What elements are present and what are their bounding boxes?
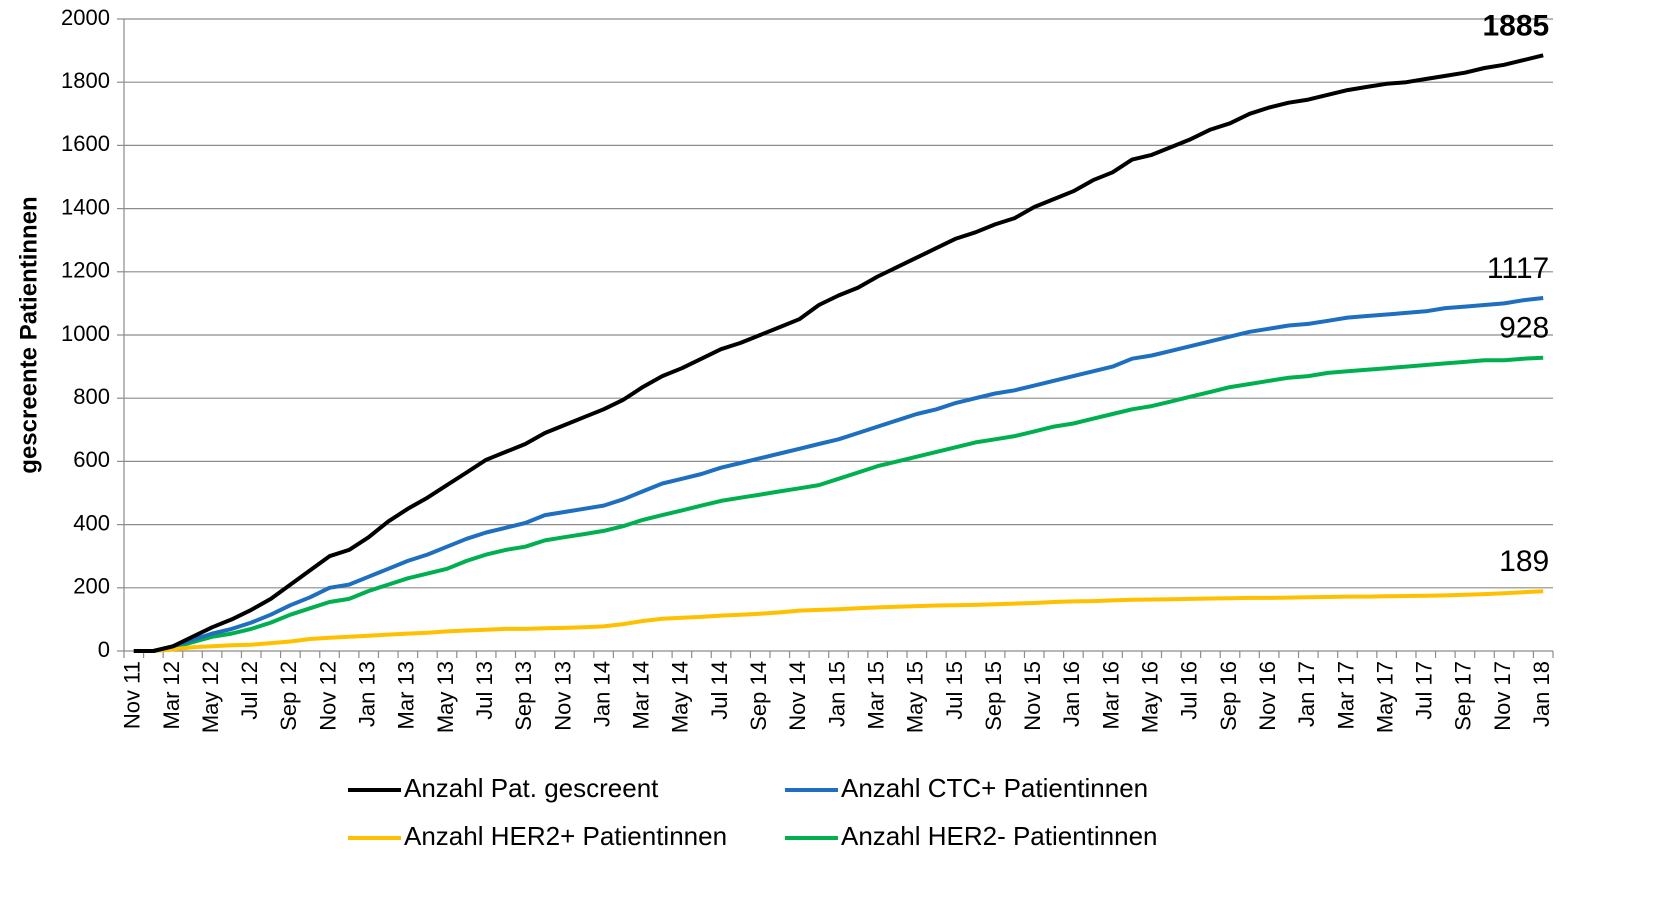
y-tick-label: 600 <box>73 447 110 472</box>
x-tick-label: Nov 17 <box>1490 661 1515 731</box>
y-tick-label: 1400 <box>61 194 110 219</box>
x-tick-label: Sep 15 <box>981 661 1006 731</box>
x-tick-label: Nov 15 <box>1020 661 1045 731</box>
end-label: 189 <box>1499 545 1549 578</box>
x-tick-label: Sep 13 <box>511 661 536 731</box>
x-tick-label: Mar 12 <box>159 661 184 729</box>
y-tick-label: 200 <box>73 574 110 599</box>
legend-label: Anzahl HER2+ Patientinnen <box>404 821 727 851</box>
x-tick-label: Jul 15 <box>942 661 967 720</box>
x-tick-label: Nov 13 <box>550 661 575 731</box>
series-line <box>133 296 1544 653</box>
x-tick-label: Mar 16 <box>1098 661 1123 729</box>
x-tick-label: Mar 13 <box>394 661 419 729</box>
x-tick-label: Sep 17 <box>1451 661 1476 731</box>
y-tick-label: 0 <box>98 637 110 662</box>
legend-label: Anzahl CTC+ Patientinnen <box>841 773 1148 803</box>
y-tick-label: 400 <box>73 510 110 535</box>
y-tick-label: 800 <box>73 384 110 409</box>
y-tick-label: 1000 <box>61 321 110 346</box>
x-tick-label: May 12 <box>198 661 223 733</box>
x-tick-label: Jan 13 <box>355 661 380 727</box>
x-tick-label: May 14 <box>668 661 693 733</box>
x-tick-label: Jan 16 <box>1059 661 1084 727</box>
series-line <box>133 355 1544 653</box>
x-tick-label: Nov 14 <box>785 661 810 731</box>
x-tick-label: Jul 12 <box>237 661 262 720</box>
y-tick-label: 1800 <box>61 68 110 93</box>
y-tick-label: 1200 <box>61 258 110 283</box>
x-tick-label: Sep 16 <box>1216 661 1241 731</box>
x-tick-label: Jul 17 <box>1412 661 1437 720</box>
legend-label: Anzahl HER2- Patientinnen <box>841 821 1158 851</box>
legend-label: Anzahl Pat. gescreent <box>404 773 659 803</box>
x-tick-label: Mar 14 <box>629 661 654 729</box>
x-tick-label: Jul 16 <box>1177 661 1202 720</box>
series-line <box>133 53 1544 653</box>
x-tick-label: Mar 17 <box>1333 661 1358 729</box>
x-tick-label: May 15 <box>903 661 928 733</box>
x-tick-label: Nov 11 <box>120 661 145 729</box>
x-tick-label: Jul 13 <box>472 661 497 720</box>
x-tick-label: Jan 17 <box>1294 661 1319 727</box>
end-label: 928 <box>1499 312 1549 345</box>
x-tick-label: Jan 14 <box>589 661 614 727</box>
x-tick-label: Mar 15 <box>863 661 888 729</box>
y-axis-label: gescreente Patientinnen <box>15 196 42 473</box>
x-tick-label: Jan 18 <box>1529 661 1554 727</box>
series-line <box>133 589 1544 653</box>
end-label: 1885 <box>1482 9 1549 42</box>
x-tick-label: Nov 12 <box>315 661 340 731</box>
x-tick-label: Nov 16 <box>1255 661 1280 731</box>
x-tick-label: Jul 14 <box>707 661 732 720</box>
x-tick-label: Sep 12 <box>276 661 301 731</box>
x-tick-label: May 13 <box>433 661 458 733</box>
x-tick-label: Sep 14 <box>746 661 771 731</box>
y-tick-label: 1600 <box>61 131 110 156</box>
x-tick-label: May 17 <box>1372 661 1397 733</box>
end-label: 1117 <box>1487 252 1549 285</box>
x-tick-label: May 16 <box>1138 661 1163 733</box>
y-tick-label: 2000 <box>61 5 110 30</box>
x-tick-label: Jan 15 <box>824 661 849 727</box>
